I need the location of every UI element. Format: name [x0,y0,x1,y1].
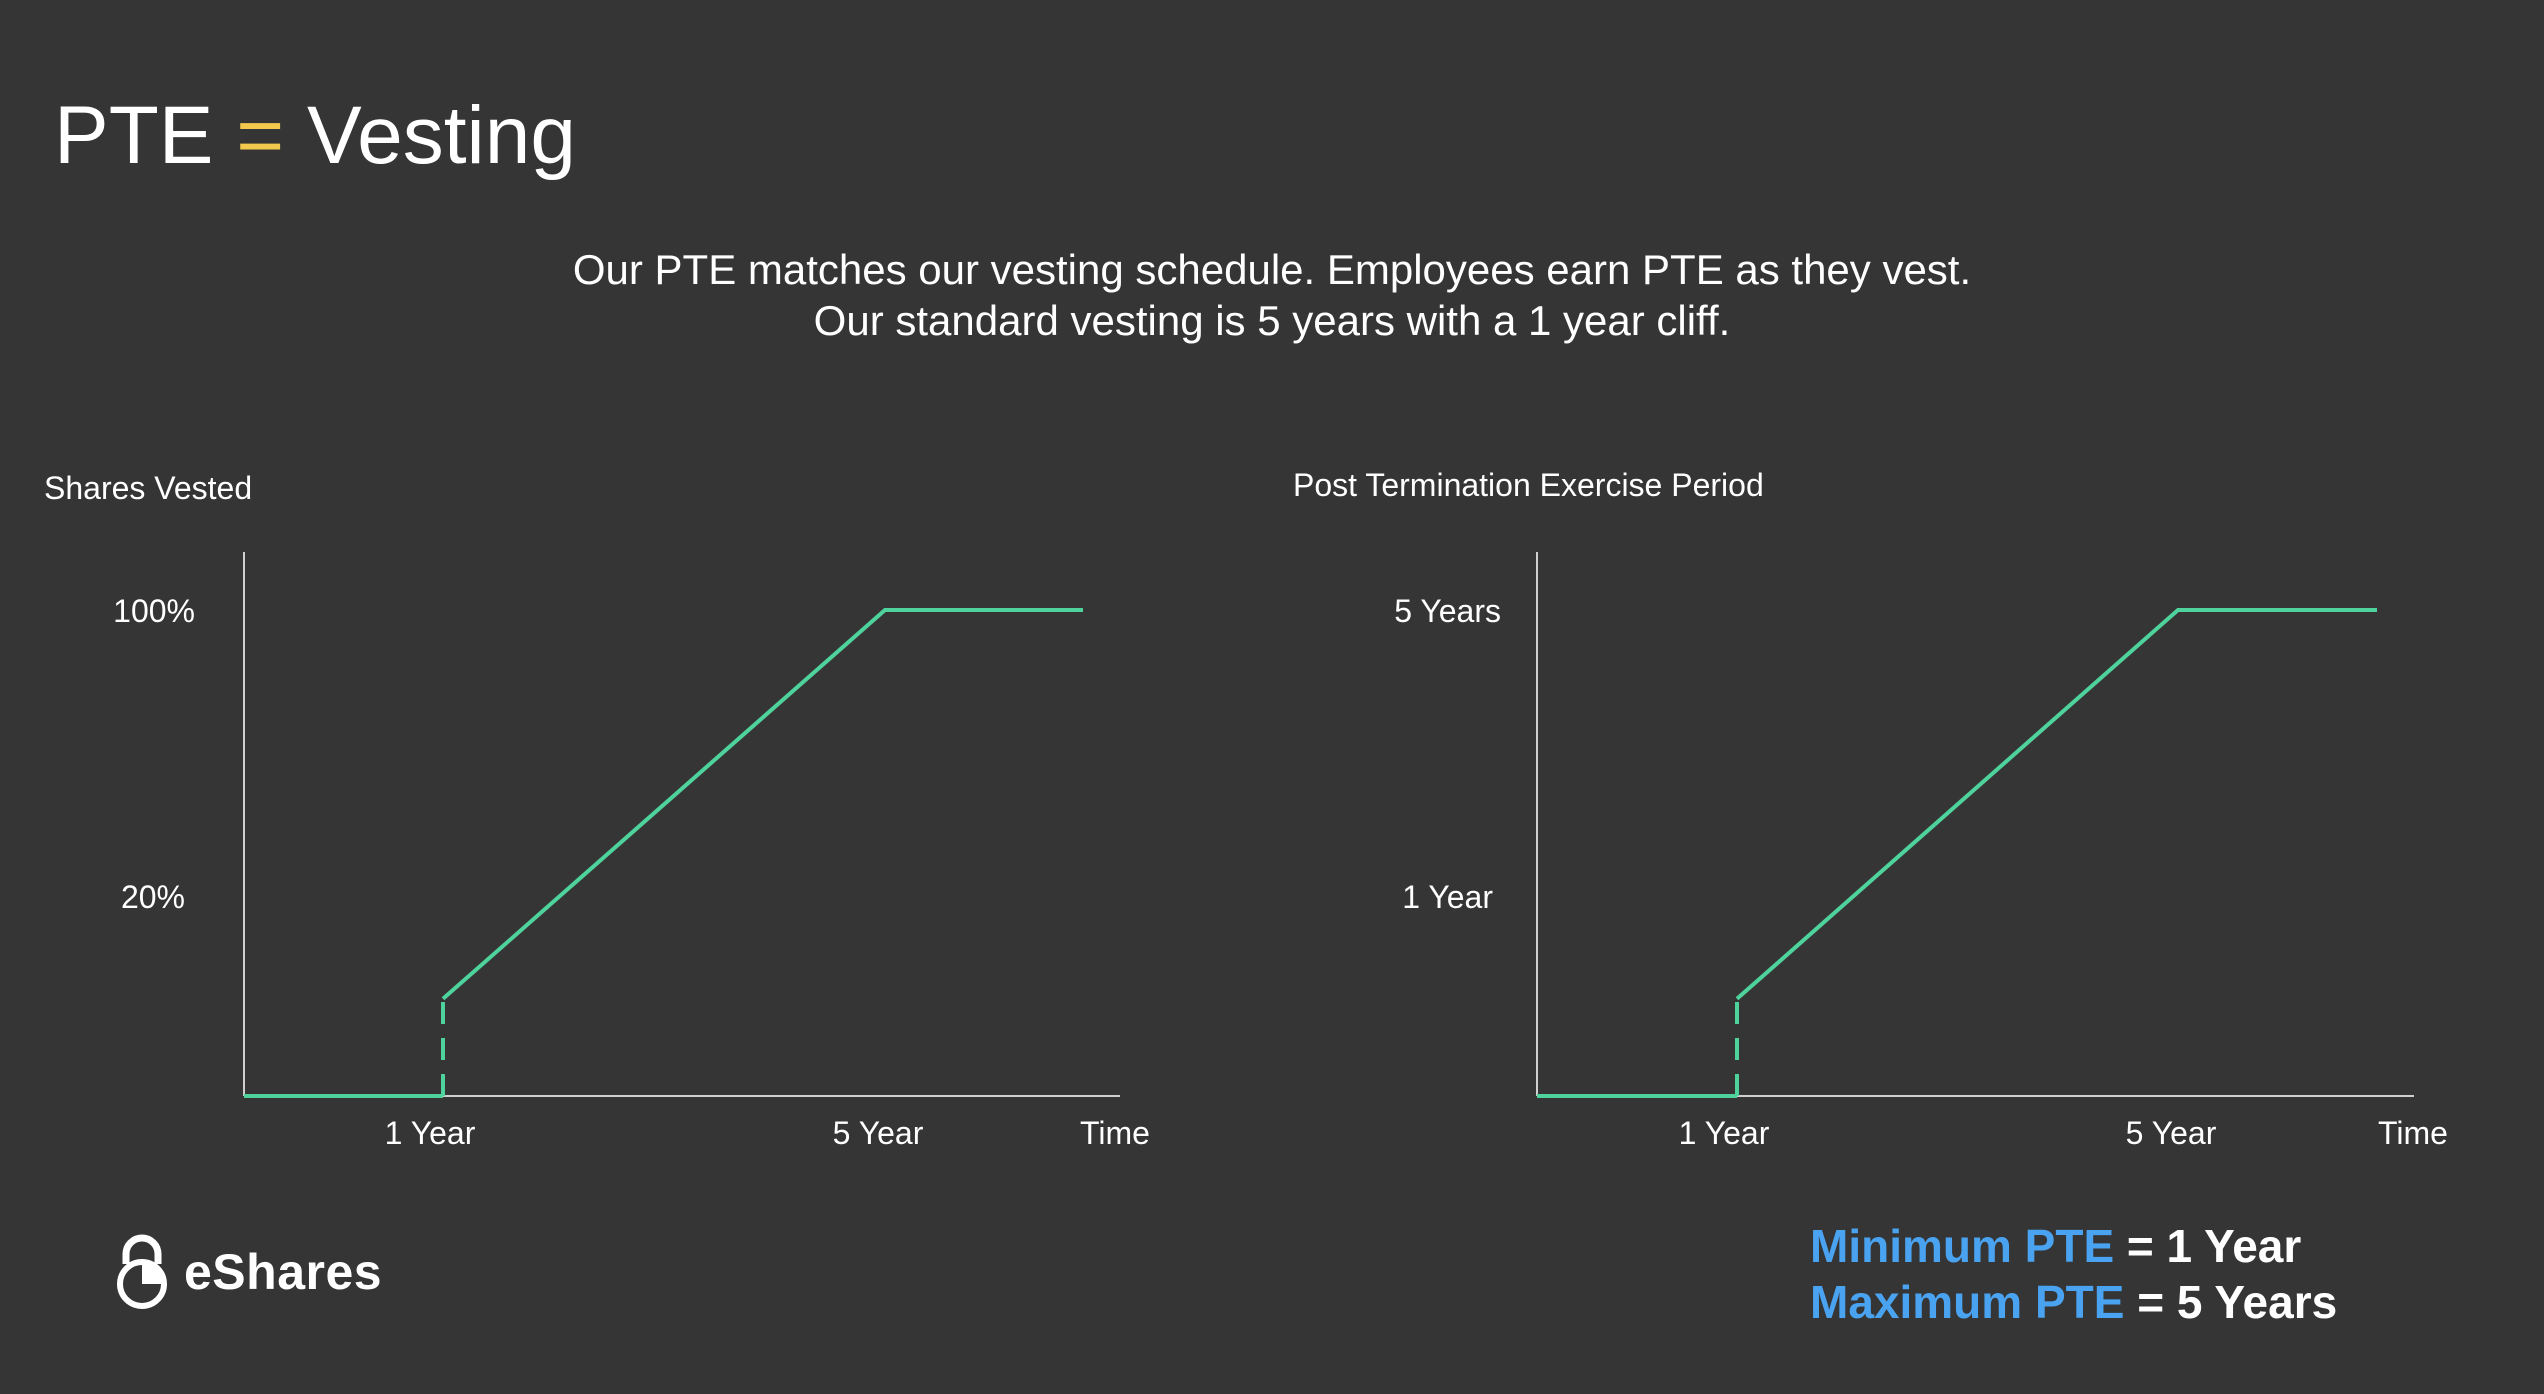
chart-2-x-tick-5-year: 5 Year [2126,1115,2217,1151]
chart-2-y-tick-1-year: 1 Year [1402,879,1493,915]
chart-1-title: Shares Vested [44,470,252,506]
maximum-pte-row: Maximum PTE = 5 Years [1810,1274,2337,1330]
logo-text: eShares [184,1244,383,1300]
lock-icon [117,1234,167,1309]
eshares-logo: eShares [114,1234,382,1310]
chart-2-x-tick-time: Time [2378,1115,2448,1151]
title-equals-sign: = [236,90,285,181]
maximum-pte-value: = 5 Years [2137,1276,2338,1328]
subtitle-line-2: Our standard vesting is 5 years with a 1… [813,297,1731,344]
maximum-pte-label: Maximum PTE [1810,1276,2125,1328]
chart-shares-vested: Shares Vested 100% 20% 1 Year 5 Year Tim… [44,470,1150,1151]
chart-post-termination-exercise-period: Post Termination Exercise Period 5 Years… [1293,467,2448,1151]
slide-subtitle: Our PTE matches our vesting schedule. Em… [0,244,2544,346]
minimum-pte-value: = 1 Year [2126,1220,2302,1272]
chart-1-series-vesting-line [441,608,1083,1001]
chart-2-x-tick-1-year: 1 Year [1679,1115,1770,1151]
chart-1-y-tick-100: 100% [113,593,195,629]
title-left: PTE [54,90,214,181]
title-right: Vesting [306,90,576,181]
chart-1-x-tick-1-year: 1 Year [385,1115,476,1151]
chart-1-x-tick-5-year: 5 Year [833,1115,924,1151]
chart-1-x-tick-time: Time [1080,1115,1150,1151]
page-title: PTE = Vesting [54,86,576,186]
minimum-pte-row: Minimum PTE = 1 Year [1810,1218,2337,1274]
minimum-pte-label: Minimum PTE [1810,1220,2115,1272]
chart-2-title: Post Termination Exercise Period [1293,467,1764,503]
chart-2-series-pte-line [1735,608,2377,1001]
chart-2-y-tick-5-years: 5 Years [1394,593,1501,629]
chart-1-y-tick-20: 20% [121,879,185,915]
pte-summary: Minimum PTE = 1 Year Maximum PTE = 5 Yea… [1810,1218,2337,1330]
subtitle-line-1: Our PTE matches our vesting schedule. Em… [572,246,1972,293]
